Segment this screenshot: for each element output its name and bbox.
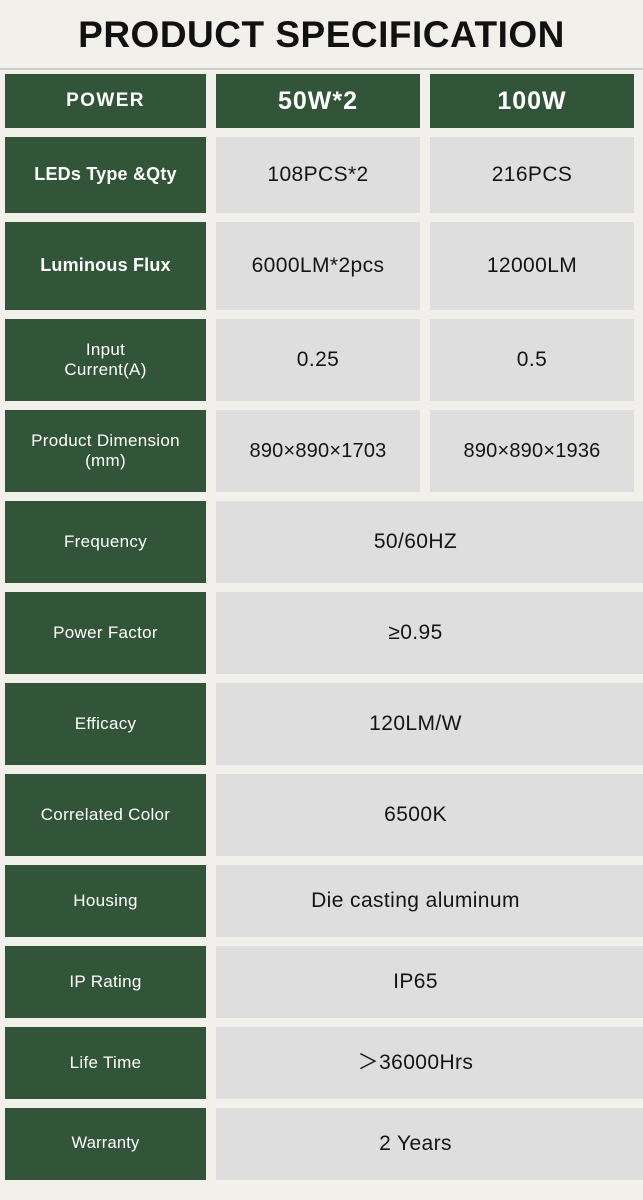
row-value-frequency: 50/60HZ <box>216 501 643 583</box>
table-row-warranty: Warranty 2 Years <box>0 1108 643 1180</box>
row-value-warranty: 2 Years <box>216 1108 643 1180</box>
table-row-housing: Housing Die casting aluminum <box>0 865 643 937</box>
row-label-life-time: Life Time <box>5 1027 206 1099</box>
row-value-leds-type-qty-col1: 108PCS*2 <box>216 137 420 213</box>
row-value-input-current-col2: 0.5 <box>430 319 634 401</box>
row-label-luminous-flux: Luminous Flux <box>5 222 206 310</box>
row-value-ip-rating: IP65 <box>216 946 643 1018</box>
row-value-correlated-color: 6500K <box>216 774 643 856</box>
row-label-ip-rating: IP Rating <box>5 946 206 1018</box>
row-value-luminous-flux-col1: 6000LM*2pcs <box>216 222 420 310</box>
row-label-leds-type-qty: LEDs Type &Qty <box>5 137 206 213</box>
row-label-product-dimension-text: Product Dimension (mm) <box>31 430 180 470</box>
page-title: PRODUCT SPECIFICATION <box>78 13 565 55</box>
row-label-housing: Housing <box>5 865 206 937</box>
row-label-power: POWER <box>5 74 206 128</box>
table-row-correlated-color: Correlated Color 6500K <box>0 774 643 856</box>
row-label-product-dimension: Product Dimension (mm) <box>5 410 206 492</box>
table-row-leds-type-qty: LEDs Type &Qty 108PCS*2 216PCS <box>0 137 643 213</box>
row-value-power-col2: 100W <box>430 74 634 128</box>
row-value-product-dimension-col1: 890×890×1703 <box>216 410 420 492</box>
row-value-housing: Die casting aluminum <box>216 865 643 937</box>
row-value-life-time: ＞36000Hrs <box>216 1027 643 1099</box>
row-value-product-dimension-col2: 890×890×1936 <box>430 410 634 492</box>
row-value-power-col1: 50W*2 <box>216 74 420 128</box>
table-row-ip-rating: IP Rating IP65 <box>0 946 643 1018</box>
specification-table: POWER 50W*2 100W LEDs Type &Qty 108PCS*2… <box>0 70 643 1180</box>
table-row-frequency: Frequency 50/60HZ <box>0 501 643 583</box>
table-row-efficacy: Efficacy 120LM/W <box>0 683 643 765</box>
table-row-life-time: Life Time ＞36000Hrs <box>0 1027 643 1099</box>
table-row-power-factor: Power Factor ≥0.95 <box>0 592 643 674</box>
row-label-correlated-color: Correlated Color <box>5 774 206 856</box>
table-row-luminous-flux: Luminous Flux 6000LM*2pcs 12000LM <box>0 222 643 310</box>
row-value-power-factor: ≥0.95 <box>216 592 643 674</box>
row-value-efficacy: 120LM/W <box>216 683 643 765</box>
row-label-warranty: Warranty <box>5 1108 206 1180</box>
row-value-luminous-flux-col2: 12000LM <box>430 222 634 310</box>
row-value-input-current-col1: 0.25 <box>216 319 420 401</box>
table-row-power: POWER 50W*2 100W <box>0 74 643 128</box>
row-label-input-current-text: Input Current(A) <box>64 339 147 379</box>
table-row-input-current: Input Current(A) 0.25 0.5 <box>0 319 643 401</box>
row-value-leds-type-qty-col2: 216PCS <box>430 137 634 213</box>
row-label-efficacy: Efficacy <box>5 683 206 765</box>
row-label-input-current: Input Current(A) <box>5 319 206 401</box>
row-label-power-factor: Power Factor <box>5 592 206 674</box>
title-divider <box>0 68 643 70</box>
row-label-frequency: Frequency <box>5 501 206 583</box>
page-title-bar: PRODUCT SPECIFICATION <box>0 0 643 68</box>
table-row-product-dimension: Product Dimension (mm) 890×890×1703 890×8… <box>0 410 643 492</box>
